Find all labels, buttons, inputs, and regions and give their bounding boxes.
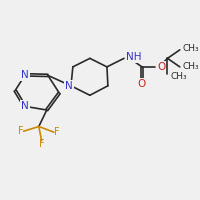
Text: CH₃: CH₃ — [183, 62, 199, 71]
Text: F: F — [18, 126, 24, 136]
Text: N: N — [21, 101, 28, 111]
Text: CH₃: CH₃ — [170, 72, 187, 81]
Text: N: N — [21, 70, 29, 80]
Text: N: N — [65, 81, 73, 91]
Text: CH₃: CH₃ — [183, 44, 199, 53]
Text: NH: NH — [126, 52, 141, 62]
Text: F: F — [39, 139, 44, 149]
Text: O: O — [157, 62, 165, 72]
Text: O: O — [138, 79, 146, 89]
Text: F: F — [54, 127, 60, 137]
